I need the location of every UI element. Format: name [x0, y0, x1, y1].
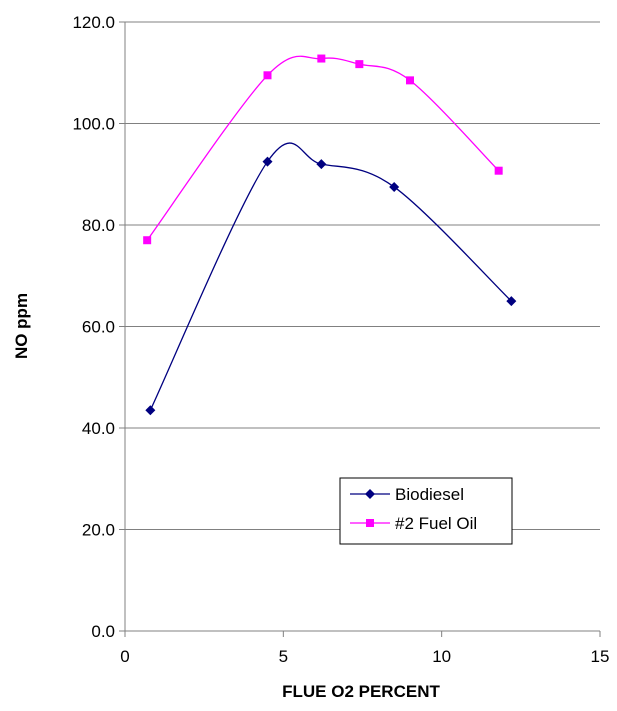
x-axis-title: FLUE O2 PERCENT [282, 682, 440, 701]
x-tick-label: 15 [591, 647, 610, 666]
gridlines [125, 21, 600, 530]
data-point-2-fuel-oil [406, 76, 414, 85]
legend-box [339, 477, 513, 545]
data-point-biodiesel [389, 181, 400, 192]
data-point-biodiesel [145, 405, 156, 416]
series-line-2-fuel-oil [146, 55, 500, 241]
legend-marker-2-fuel-oil [366, 519, 374, 527]
data-point-2-fuel-oil [494, 166, 503, 175]
data-point-biodiesel [506, 296, 517, 307]
y-axis-title: NO ppm [12, 293, 31, 359]
data-point-biodiesel [262, 156, 273, 167]
y-tick-label: 20.0 [82, 521, 115, 540]
data-point-2-fuel-oil [263, 71, 272, 80]
legend-label-biodiesel: Biodiesel [395, 485, 464, 504]
x-tick-label: 10 [432, 647, 451, 666]
y-tick-label: 40.0 [82, 419, 115, 438]
series-group [143, 54, 517, 416]
axis-ticks: 0.0 20.0 40.0 60.0 80.0 100.0 120.0 0 5 10 15 [72, 13, 609, 666]
x-tick-label: 5 [279, 647, 288, 666]
legend-marker-biodiesel [365, 489, 375, 499]
y-tick-label: 80.0 [82, 216, 115, 235]
legend: Biodiesel #2 Fuel Oil [339, 477, 513, 545]
legend-label-2-fuel-oil: #2 Fuel Oil [395, 514, 477, 533]
y-tick-label: 0.0 [91, 622, 115, 641]
series-line-biodiesel [149, 142, 512, 411]
data-point-biodiesel [316, 159, 327, 170]
y-tick-label: 120.0 [72, 13, 115, 32]
x-tick-label: 0 [120, 647, 129, 666]
data-point-2-fuel-oil [143, 236, 152, 245]
data-point-2-fuel-oil [317, 54, 326, 63]
data-point-2-fuel-oil [355, 60, 364, 69]
y-tick-label: 60.0 [82, 318, 115, 337]
y-tick-label: 100.0 [72, 115, 115, 134]
